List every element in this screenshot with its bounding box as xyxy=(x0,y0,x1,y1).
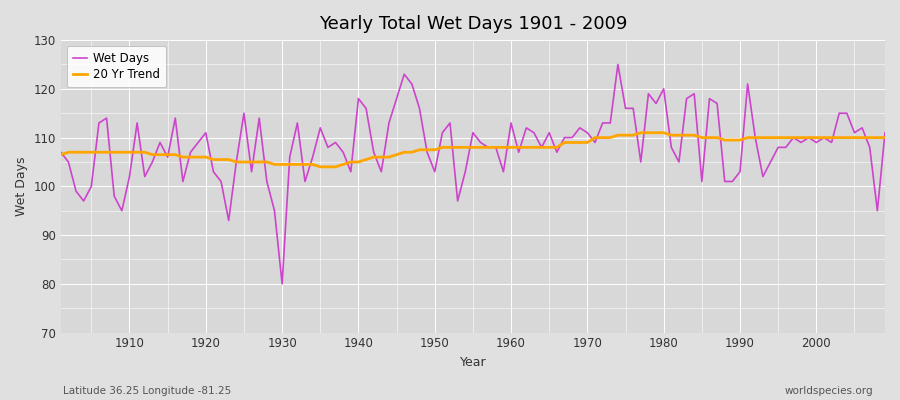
Wet Days xyxy=(613,62,624,67)
Line: Wet Days: Wet Days xyxy=(61,64,885,284)
20 Yr Trend xyxy=(513,145,524,150)
Wet Days xyxy=(605,120,616,125)
20 Yr Trend xyxy=(284,162,295,167)
X-axis label: Year: Year xyxy=(460,356,486,369)
Line: 20 Yr Trend: 20 Yr Trend xyxy=(61,133,885,167)
Text: worldspecies.org: worldspecies.org xyxy=(785,386,873,396)
Wet Days xyxy=(513,150,524,155)
20 Yr Trend xyxy=(315,164,326,169)
Wet Days xyxy=(506,120,517,125)
20 Yr Trend xyxy=(635,130,646,135)
Y-axis label: Wet Days: Wet Days xyxy=(15,156,28,216)
20 Yr Trend xyxy=(605,135,616,140)
Title: Yearly Total Wet Days 1901 - 2009: Yearly Total Wet Days 1901 - 2009 xyxy=(319,15,627,33)
Wet Days xyxy=(116,208,127,213)
Wet Days xyxy=(292,120,302,125)
20 Yr Trend xyxy=(56,152,67,157)
20 Yr Trend xyxy=(506,145,517,150)
20 Yr Trend xyxy=(879,135,890,140)
Wet Days xyxy=(276,282,287,286)
Wet Days xyxy=(338,150,348,155)
Text: Latitude 36.25 Longitude -81.25: Latitude 36.25 Longitude -81.25 xyxy=(63,386,231,396)
Wet Days xyxy=(56,150,67,155)
20 Yr Trend xyxy=(338,162,348,167)
Wet Days xyxy=(879,130,890,135)
20 Yr Trend xyxy=(116,150,127,155)
Legend: Wet Days, 20 Yr Trend: Wet Days, 20 Yr Trend xyxy=(67,46,166,87)
